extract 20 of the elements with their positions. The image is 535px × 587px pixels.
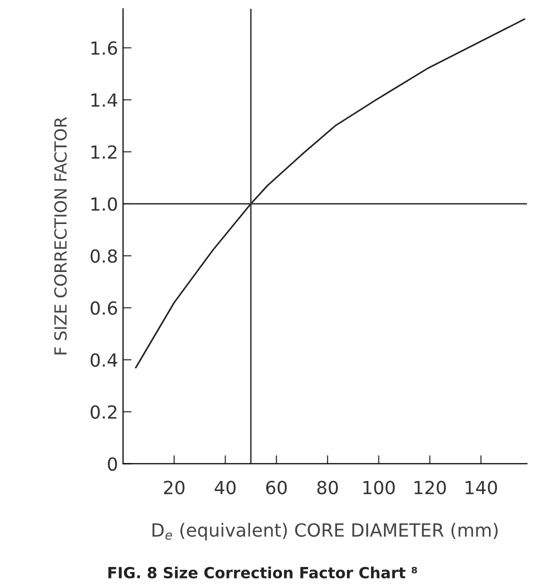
y-tick-label: 0.8 <box>90 249 117 263</box>
x-tick-label: 40 <box>214 480 236 494</box>
y-tick-label: 1.2 <box>91 145 116 159</box>
x-tick-label: 120 <box>414 480 446 494</box>
x-axis-title: D$_{e}$ (equivalent) CORE DIAMETER (mm) <box>152 522 498 540</box>
x-tick-label: 60 <box>266 480 287 494</box>
y-tick-label: 0 <box>108 457 117 471</box>
y-tick-label: 1.6 <box>91 41 118 55</box>
x-tick-label: 140 <box>466 480 497 494</box>
y-tick-label: 0.4 <box>90 353 118 367</box>
y-tick-label: 0.6 <box>90 301 118 315</box>
y-tick-label: 1.0 <box>91 197 117 211</box>
x-tick-label: 100 <box>363 480 395 494</box>
x-tick-label: 80 <box>317 480 338 494</box>
x-tick-label: 20 <box>164 480 184 494</box>
y-axis-title: F SIZE CORRECTION FACTOR <box>54 117 67 354</box>
y-tick-label: 0.2 <box>90 405 116 419</box>
line-series <box>135 18 526 368</box>
caption: FIG. 8 Size Correction Factor Chart ⁸ <box>108 566 418 578</box>
y-tick-label: 1.4 <box>91 93 118 107</box>
